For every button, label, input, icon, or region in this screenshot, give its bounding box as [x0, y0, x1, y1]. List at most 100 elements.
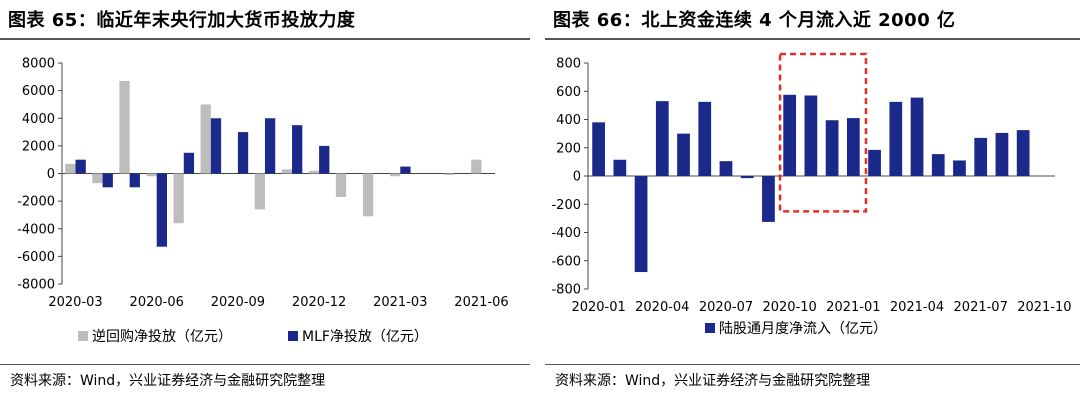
- left-legend-label-mlf: MLF净投放（亿元）: [302, 329, 428, 345]
- y-tick-label: 8000: [22, 57, 55, 72]
- left-chart-title: 图表 65：临近年末央行加大货币投放力度: [8, 10, 356, 31]
- bar-northbound-2021-04: [910, 97, 924, 176]
- bar-mlf-2020-10: [264, 118, 276, 174]
- bar-northbound-2021-06: [953, 160, 966, 176]
- y-tick-label: 6000: [22, 84, 55, 99]
- x-tick-label: 2021-03: [373, 295, 427, 310]
- left-legend-item-mlf: MLF净投放（亿元）: [288, 326, 428, 346]
- right-title-rule: [545, 38, 1080, 40]
- x-tick-label: 2020-01: [571, 300, 625, 315]
- right-source-rule: [545, 364, 1080, 365]
- left-bar-chart: -8000 -6000 -4000 -2000 0 2000 4000 6000 8000 202…: [17, 57, 508, 311]
- bar-reverse-repo-2021-03: [389, 173, 401, 177]
- y-tick-label: 400: [556, 113, 581, 128]
- bar-northbound-2021-08: [995, 132, 1009, 176]
- bar-reverse-repo-2021-02: [362, 173, 374, 217]
- right-legend-item-northbound: 陆股通月度净流入（亿元）: [705, 318, 887, 338]
- bar-reverse-repo-2020-06: [146, 173, 157, 177]
- x-tick-label: 2020-10: [762, 300, 816, 315]
- bar-northbound-2020-09: [762, 176, 775, 222]
- bar-northbound-2020-10: [783, 94, 797, 176]
- bar-reverse-repo-2020-10: [254, 173, 265, 210]
- bar-northbound-2021-09: [1016, 130, 1030, 176]
- bar-mlf-2020-07: [183, 152, 195, 174]
- bar-northbound-2020-06: [698, 101, 712, 176]
- y-tick-label: -8000: [17, 278, 55, 293]
- y-tick-label: 0: [573, 170, 581, 185]
- y-tick-label: 0: [47, 167, 55, 182]
- bar-mlf-2020-12: [319, 145, 330, 174]
- right-legend-label-northbound: 陆股通月度净流入（亿元）: [719, 321, 887, 337]
- x-tick-label: 2021-06: [454, 295, 508, 310]
- bar-northbound-2021-01: [846, 118, 860, 176]
- left-legend-item-reverse-repo: 逆回购净投放（亿元）: [78, 326, 232, 346]
- bar-reverse-repo-2020-07: [173, 173, 184, 224]
- bar-reverse-repo-2020-03: [65, 163, 76, 174]
- right-source-note: 资料来源：Wind，兴业证券经济与金融研究院整理: [555, 373, 871, 389]
- right-chart-panel: 图表 66：北上资金连续 4 个月流入近 2000 亿 -800 -600 -400…: [545, 0, 1080, 406]
- bar-northbound-2020-08: [740, 176, 754, 179]
- y-tick-label: -4000: [17, 222, 55, 237]
- x-tick-label: 2020-09: [211, 295, 265, 310]
- bar-mlf-2020-03: [75, 159, 86, 174]
- y-tick-label: 800: [556, 57, 581, 72]
- legend-swatch-gray: [78, 331, 88, 341]
- bar-reverse-repo-2020-11: [281, 169, 293, 174]
- y-tick-label: 2000: [22, 139, 55, 154]
- bar-mlf-2020-09: [237, 132, 249, 174]
- bar-mlf-2020-06: [156, 173, 168, 247]
- bar-reverse-repo-2020-08: [200, 104, 211, 174]
- y-tick-label: 600: [556, 85, 581, 100]
- bar-northbound-2020-12: [825, 120, 839, 176]
- bar-northbound-2020-07: [719, 161, 733, 176]
- y-tick-label: -400: [551, 226, 581, 241]
- x-tick-label: 2021-10: [1017, 300, 1071, 315]
- y-tick-label: -200: [551, 198, 581, 213]
- x-tick-label: 2020-06: [130, 295, 184, 310]
- left-source-note: 资料来源：Wind，兴业证券经济与金融研究院整理: [10, 373, 326, 389]
- highlight-dashed-box: [778, 52, 868, 213]
- bar-northbound-2020-01: [592, 122, 605, 176]
- right-bar-chart: -800 -600 -400 -200 0 200 400 600 800 2020-01 2020…: [551, 52, 1072, 315]
- x-tick-label: 2020-12: [292, 295, 346, 310]
- bar-northbound-2021-03: [889, 101, 903, 176]
- bar-reverse-repo-2020-12: [308, 170, 320, 174]
- bar-mlf-2020-08: [210, 118, 222, 174]
- legend-swatch-navy: [705, 323, 715, 333]
- x-tick-label: 2021-07: [954, 300, 1008, 315]
- bar-northbound-2020-05: [677, 133, 690, 176]
- bar-northbound-2020-11: [804, 95, 818, 176]
- left-title-rule: [0, 38, 530, 40]
- bar-reverse-repo-2021-06: [471, 159, 482, 174]
- bar-mlf-2020-04: [102, 173, 113, 188]
- legend-swatch-navy: [288, 331, 298, 341]
- bar-mlf-2021-03: [400, 166, 411, 174]
- y-tick-label: -800: [551, 283, 581, 298]
- x-tick-label: 2021-04: [890, 300, 944, 315]
- bar-mlf-2020-11: [292, 125, 303, 174]
- bar-northbound-2020-04: [655, 101, 669, 176]
- x-tick-label: 2020-03: [48, 295, 102, 310]
- x-tick-label: 2020-04: [635, 300, 689, 315]
- y-tick-label: -2000: [17, 195, 55, 210]
- x-tick-label: 2021-01: [826, 300, 880, 315]
- bar-reverse-repo-2021-01: [335, 173, 347, 197]
- bar-mlf-2020-05: [129, 173, 140, 188]
- x-tick-label: 2020-07: [699, 300, 753, 315]
- bar-reverse-repo-2020-04: [92, 173, 103, 184]
- right-chart-title: 图表 66：北上资金连续 4 个月流入近 2000 亿: [553, 10, 956, 31]
- left-source-rule: [0, 364, 530, 365]
- y-tick-label: 4000: [22, 112, 55, 127]
- bar-northbound-2021-05: [931, 154, 945, 176]
- left-chart-panel: 图表 65：临近年末央行加大货币投放力度 -8000 -6000 -4000 -200…: [0, 0, 530, 406]
- bar-northbound-2021-02: [868, 149, 881, 176]
- bar-northbound-2021-07: [974, 137, 988, 176]
- y-tick-label: -6000: [17, 250, 55, 265]
- bar-northbound-2020-02: [613, 159, 627, 176]
- left-legend-label-reverse-repo: 逆回购净投放（亿元）: [92, 329, 232, 345]
- y-tick-label: 200: [556, 141, 581, 156]
- bar-northbound-2020-03: [634, 176, 648, 273]
- y-tick-label: -600: [551, 254, 581, 269]
- bar-reverse-repo-2021-05: [444, 173, 455, 175]
- bar-reverse-repo-2020-05: [119, 80, 130, 174]
